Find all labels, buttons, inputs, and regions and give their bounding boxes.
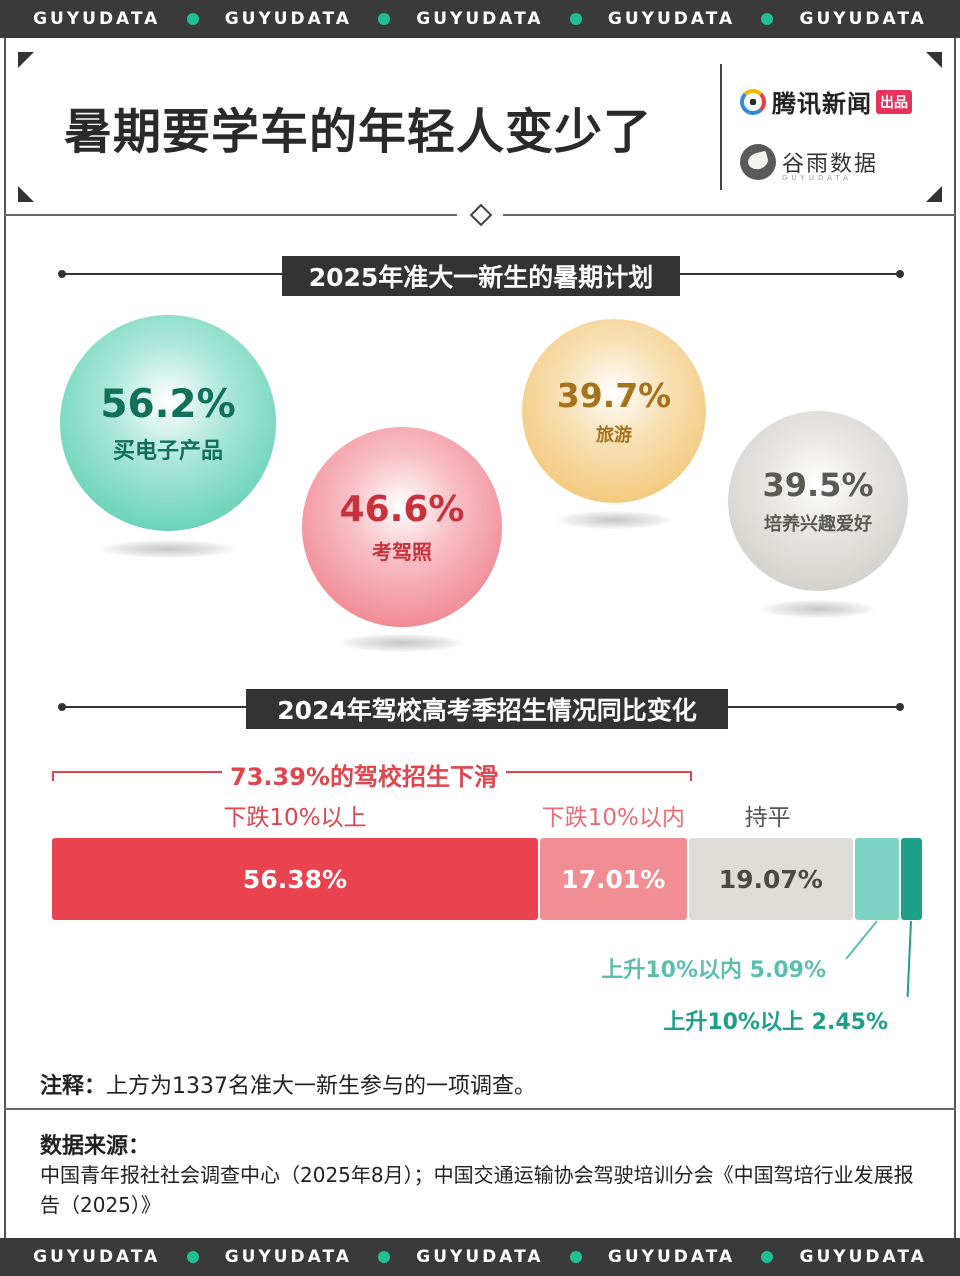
bubble-label: 旅游 <box>596 424 632 446</box>
source-text: 中国青年报社社会调查中心（2025年8月）；中国交通运输协会驾驶培训分会《中国驾… <box>40 1163 914 1217</box>
band-dot <box>761 1251 774 1263</box>
tencent-news-logo: 腾讯新闻 出品 <box>740 84 912 119</box>
section-dot <box>896 703 904 711</box>
tencent-news-name: 腾讯新闻 <box>772 90 872 118</box>
bubble-label: 买电子产品 <box>112 438 223 464</box>
bubble-value: 39.7% <box>556 375 672 415</box>
band-dot <box>186 13 199 25</box>
bubble-value: 46.6% <box>339 489 465 530</box>
bubble-shadow <box>762 600 874 618</box>
bracket-leg <box>52 771 54 781</box>
bar-category-label: 持平 <box>744 805 791 831</box>
section-dot <box>58 703 66 711</box>
source-title: 数据来源： <box>40 1134 151 1159</box>
bubble-4: 39.5% 培养兴趣爱好 <box>728 411 908 591</box>
guyu-data-logo: 谷雨数据 GUYUDATA <box>740 144 879 182</box>
band-dot <box>378 1251 391 1263</box>
bird-icon <box>740 144 776 180</box>
guyu-data-sub: GUYUDATA <box>782 174 852 182</box>
header-divider <box>720 64 722 190</box>
bar-segment-4 <box>855 838 899 920</box>
guyu-data-name: 谷雨数据 <box>782 152 879 177</box>
page-frame <box>4 38 956 1238</box>
band-word: GUYUDATA <box>224 9 352 29</box>
bar-segment-3: 19.07% <box>688 838 853 920</box>
band-word: GUYUDATA <box>33 9 161 29</box>
band-word: GUYUDATA <box>607 9 736 29</box>
bubble-shadow <box>340 634 464 652</box>
band-word: GUYUDATA <box>607 1247 736 1267</box>
band-dot <box>569 13 582 25</box>
bubble-2: 46.6% 考驾照 <box>302 427 502 627</box>
corner-mark <box>926 52 942 68</box>
bubble-shadow <box>101 540 235 558</box>
note: 注释：上方为1337名准大一新生参与的一项调查。 <box>40 1068 536 1100</box>
bar-side-label: 上升10%以上 2.45% <box>663 1010 888 1035</box>
bubble-shadow <box>556 511 672 529</box>
bar-side-label: 上升10%以内 5.09% <box>601 958 826 983</box>
corner-mark <box>18 52 34 68</box>
band-word: GUYUDATA <box>799 9 927 29</box>
page-title: 暑期要学车的年轻人变少了 <box>64 104 653 160</box>
note-text: 上方为1337名准大一新生参与的一项调查。 <box>106 1074 537 1099</box>
band-word: GUYUDATA <box>416 9 544 29</box>
tencent-news-icon <box>740 88 766 115</box>
bar-category-label: 下跌10%以上 <box>223 805 367 831</box>
note-label: 注释： <box>40 1074 107 1099</box>
corner-mark <box>926 186 942 202</box>
band-dot <box>761 13 774 25</box>
bar-segment-1: 56.38% <box>52 838 538 920</box>
bubble-label: 考驾照 <box>372 540 432 564</box>
footer-rule <box>4 1108 956 1110</box>
bubble-3: 39.7% 旅游 <box>522 319 706 503</box>
bubble-1: 56.2% 买电子产品 <box>60 315 276 531</box>
band-dot <box>186 1251 199 1263</box>
decline-annotation: 73.39%的驾校招生下滑 <box>222 757 506 792</box>
band-word: GUYUDATA <box>416 1247 544 1267</box>
section-title-driving-school: 2024年驾校高考季招生情况同比变化 <box>246 689 728 729</box>
band-dot <box>378 13 391 25</box>
band-word: GUYUDATA <box>799 1247 927 1267</box>
band-dot <box>569 1251 582 1263</box>
section-dot <box>896 270 904 278</box>
bubble-value: 56.2% <box>100 381 236 427</box>
bar-category-label: 下跌10%以内 <box>541 805 685 831</box>
bar-segment-5 <box>900 838 922 920</box>
brand-band-top: GUYUDATA GUYUDATA GUYUDATA GUYUDATA GUYU… <box>0 0 960 38</box>
bubble-value: 39.5% <box>762 466 874 504</box>
corner-mark <box>18 186 34 202</box>
brand-band-bottom: GUYUDATA GUYUDATA GUYUDATA GUYUDATA GUYU… <box>0 1238 960 1276</box>
bubble-label: 培养兴趣爱好 <box>764 514 872 535</box>
tencent-news-tag: 出品 <box>876 89 912 114</box>
band-word: GUYUDATA <box>224 1247 352 1267</box>
bar-segment-2: 17.01% <box>539 838 687 920</box>
section-title-summer-plans: 2025年准大一新生的暑期计划 <box>282 256 680 296</box>
bracket-leg <box>690 771 692 781</box>
band-word: GUYUDATA <box>33 1247 161 1267</box>
section-dot <box>58 270 66 278</box>
